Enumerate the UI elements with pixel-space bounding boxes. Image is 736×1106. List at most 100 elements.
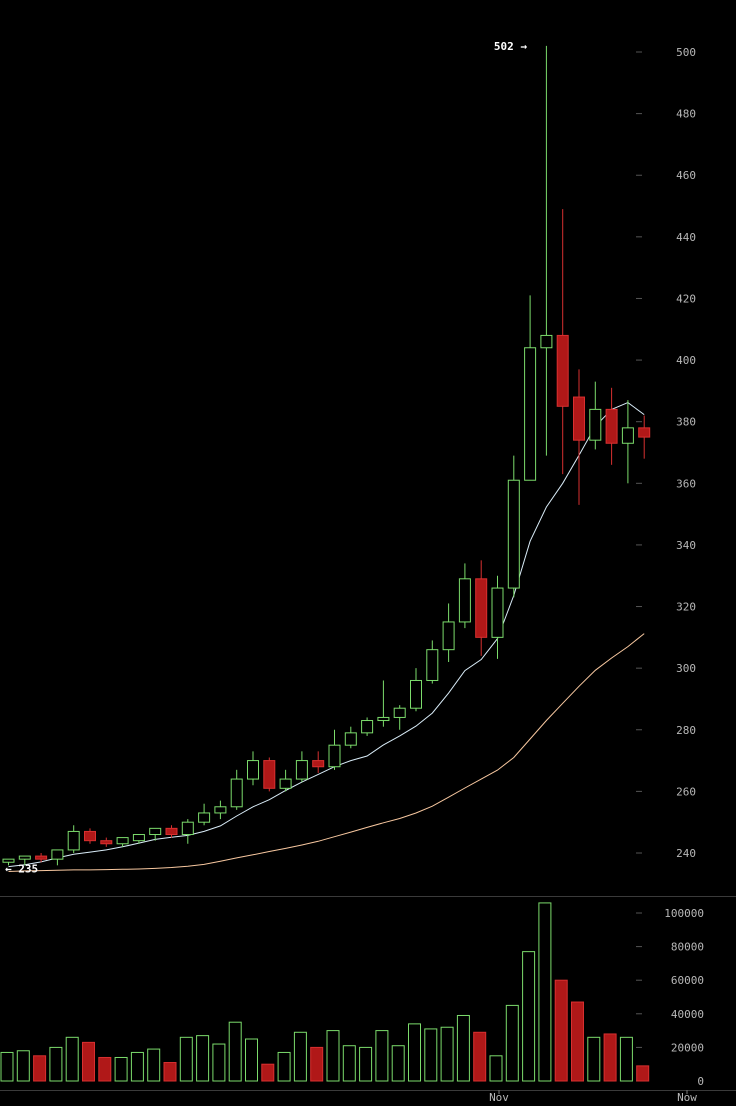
volume-bar — [489, 1055, 503, 1082]
volume-bar — [245, 1038, 258, 1082]
candle-body — [491, 587, 504, 638]
candlestick — [67, 825, 80, 853]
candle-body — [621, 427, 634, 444]
volume-bar — [114, 1056, 128, 1082]
volume-tick-label: 20000 — [671, 1041, 704, 1054]
candlestick — [442, 603, 455, 662]
candle-body — [507, 479, 520, 589]
high-price-marker: 502 → — [494, 40, 527, 53]
candlestick — [426, 640, 439, 684]
volume-tick-label: 60000 — [671, 974, 704, 987]
low-price-marker: ← 235 — [5, 862, 38, 875]
price-tick-label: 500 — [676, 46, 696, 59]
candlestick — [344, 726, 357, 749]
candle-body — [18, 855, 31, 860]
candle-body — [605, 408, 618, 444]
candlestick — [230, 769, 243, 810]
candlestick — [605, 387, 618, 465]
candle-body — [589, 408, 602, 441]
candle-body — [198, 812, 211, 823]
candlestick — [198, 803, 211, 826]
volume-bar — [440, 1026, 454, 1082]
candlestick — [475, 560, 488, 656]
candle-body — [263, 760, 276, 789]
candlestick — [181, 819, 194, 844]
candle-body — [426, 649, 439, 681]
volume-bar — [277, 1051, 291, 1082]
candlestick — [556, 209, 569, 475]
price-tick-label: 320 — [676, 601, 696, 614]
candlestick — [524, 295, 537, 481]
volume-bar — [293, 1031, 307, 1082]
candlestick — [295, 751, 308, 783]
volume-bar — [310, 1046, 324, 1082]
candle-body — [132, 834, 145, 842]
candle-body — [540, 334, 553, 349]
candle-body — [279, 778, 292, 789]
candlestick — [361, 717, 374, 736]
candlestick — [51, 849, 64, 866]
candlestick — [573, 369, 585, 505]
volume-bar — [538, 902, 552, 1082]
price-tick-label: 360 — [676, 477, 696, 490]
volume-tick-label: 100000 — [664, 907, 704, 920]
candle-body — [149, 827, 162, 836]
candle-body — [556, 334, 569, 407]
price-tick-label: 460 — [676, 169, 696, 182]
candle-body — [35, 855, 48, 860]
candle-body — [344, 732, 357, 746]
volume-bar — [408, 1023, 421, 1082]
candlestick — [165, 825, 178, 838]
volume-bar — [456, 1014, 470, 1082]
volume-bar — [473, 1031, 487, 1082]
candle-body — [181, 821, 194, 836]
candle-body — [51, 849, 64, 860]
candlestick — [247, 751, 259, 786]
candlestick — [393, 705, 406, 730]
price-tick-label: 400 — [676, 354, 696, 367]
candle-body — [2, 858, 15, 863]
volume-tick-label: 0 — [697, 1075, 704, 1088]
candlestick — [491, 575, 504, 659]
moving-average-lines — [8, 402, 645, 872]
volume-bar — [16, 1050, 30, 1082]
candlestick — [84, 828, 96, 844]
price-tick-label: 280 — [676, 724, 696, 737]
volume-bar — [505, 1004, 519, 1082]
volume-bar — [619, 1036, 633, 1082]
candle-body — [312, 760, 325, 768]
candlestick — [18, 855, 31, 866]
candlestick — [312, 751, 325, 773]
x-axis-label: Nov — [489, 1091, 509, 1102]
candlestick — [621, 400, 634, 484]
candlestick — [638, 415, 651, 459]
candlestick — [507, 455, 520, 598]
volume-bar — [554, 979, 568, 1082]
volume-bar — [212, 1043, 226, 1082]
candle-body — [84, 830, 96, 842]
candlestick — [100, 837, 113, 847]
volume-bar — [571, 1001, 584, 1082]
volume-bar — [261, 1063, 275, 1082]
candle-body — [230, 778, 243, 808]
volume-bar — [49, 1046, 63, 1082]
volume-bar — [179, 1036, 193, 1082]
candlestick — [2, 858, 15, 866]
candle-body — [100, 840, 113, 845]
price-tick-label: 340 — [676, 539, 696, 552]
candlestick — [458, 563, 471, 629]
price-tick-label: 300 — [676, 662, 696, 675]
candle-body — [573, 396, 585, 441]
fast-moving-average-line — [8, 402, 645, 868]
candlestick — [377, 680, 390, 727]
volume-bar — [0, 1051, 14, 1082]
candlestick — [589, 381, 602, 450]
volume-bar — [359, 1046, 373, 1082]
volume-bar — [375, 1030, 389, 1082]
volume-bar — [65, 1036, 79, 1082]
volume-bars — [0, 902, 650, 1082]
candle-body — [67, 830, 80, 851]
